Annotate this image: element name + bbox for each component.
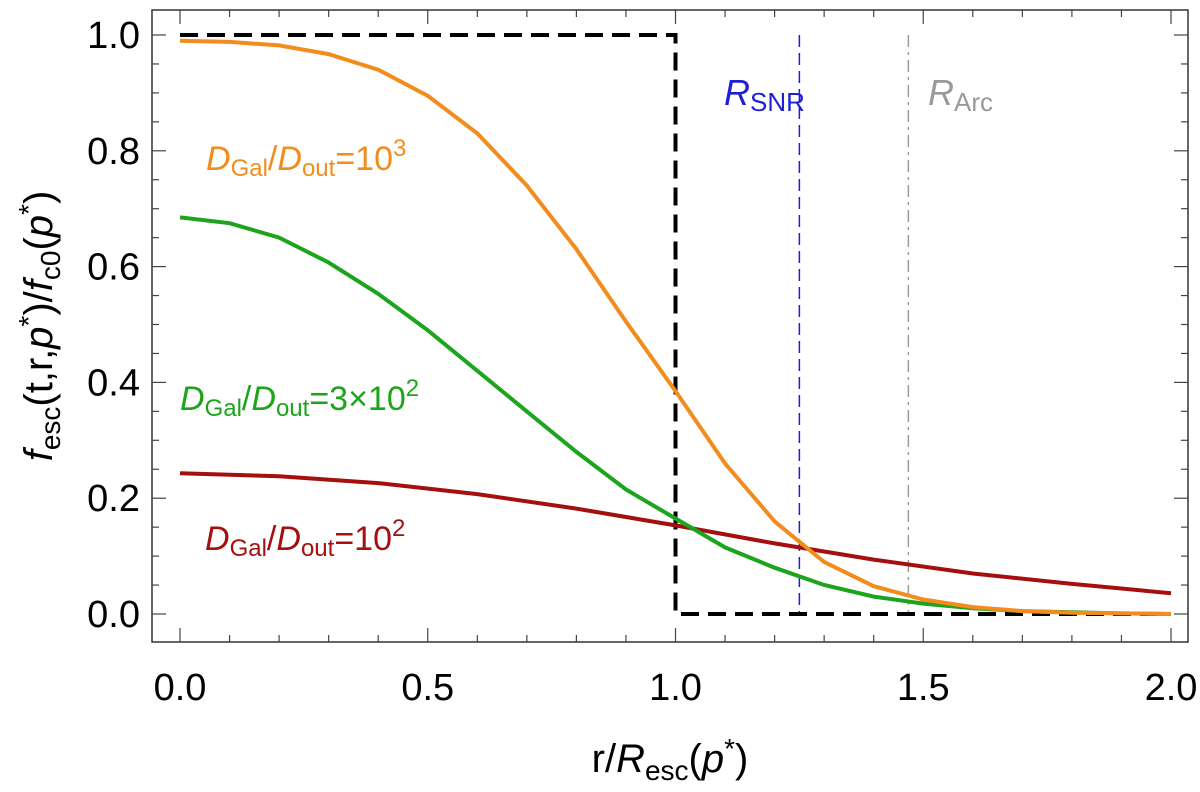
r-snr-label: RSNR [724, 72, 805, 117]
series-label-dgal-1e3: DGal/Dout=103 [206, 135, 406, 182]
y-axis-label: fesc(t,r,p*)/fc0(p*) [13, 191, 66, 462]
x-axis-label: r/Resc(p*) [592, 733, 749, 786]
y-tick-label: 0.0 [87, 594, 140, 636]
series-label-dgal-3e2: DGal/Dout=3×102 [180, 375, 419, 422]
step-function-line [180, 33, 1171, 616]
x-tick-label: 2.0 [1145, 667, 1198, 709]
y-tick-label: 0.6 [87, 247, 140, 289]
y-tick-label: 0.2 [87, 478, 140, 520]
x-tick-labels: 0.0 0.5 1.0 1.5 2.0 [154, 667, 1198, 709]
series-label-dgal-1e2: DGal/Dout=102 [205, 515, 405, 562]
y-tick-label: 0.8 [87, 131, 140, 173]
x-tick-label: 0.5 [401, 667, 454, 709]
y-tick-label: 0.4 [87, 362, 140, 404]
y-tick-label: 1.0 [87, 15, 140, 57]
y-tick-labels: 0.0 0.2 0.4 0.6 0.8 1.0 [87, 15, 140, 636]
plot-frame [151, 9, 1189, 643]
r-arc-label: RArc [928, 72, 993, 117]
x-tick-label: 0.0 [154, 667, 207, 709]
series-line-dgal-1e2 [179, 471, 1172, 596]
series-line-dgal-1e3 [179, 38, 1172, 616]
axis-ticks [152, 10, 1188, 642]
x-tick-label: 1.0 [649, 667, 702, 709]
x-tick-label: 1.5 [897, 667, 950, 709]
